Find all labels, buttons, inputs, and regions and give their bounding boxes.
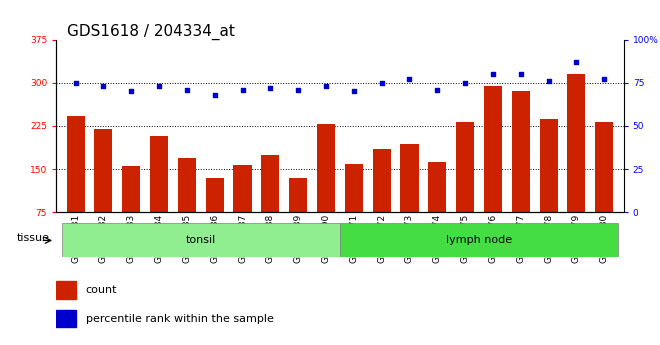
Text: percentile rank within the sample: percentile rank within the sample	[86, 314, 274, 324]
Point	[571, 59, 581, 65]
Point	[126, 89, 137, 94]
Point	[265, 85, 276, 91]
Point	[348, 89, 359, 94]
Bar	[484, 86, 502, 255]
Point	[182, 87, 192, 92]
Bar	[568, 74, 585, 255]
Bar	[261, 155, 279, 255]
Bar	[56, 310, 76, 327]
Point	[404, 77, 414, 82]
Bar	[345, 165, 363, 255]
Bar	[512, 91, 530, 255]
Bar	[56, 281, 76, 299]
Point	[154, 83, 164, 89]
Point	[515, 71, 526, 77]
Point	[599, 77, 609, 82]
Point	[237, 87, 248, 92]
Point	[432, 87, 443, 92]
Point	[71, 80, 81, 86]
Point	[293, 87, 304, 92]
Bar	[340, 223, 618, 257]
Point	[376, 80, 387, 86]
Bar	[94, 129, 112, 255]
Bar	[456, 122, 474, 255]
Text: count: count	[86, 285, 117, 295]
Bar	[67, 116, 84, 255]
Bar	[206, 178, 224, 255]
Bar	[178, 158, 196, 255]
Bar	[539, 119, 558, 255]
Point	[488, 71, 498, 77]
Bar	[61, 223, 340, 257]
Text: tissue: tissue	[17, 233, 50, 243]
Point	[321, 83, 331, 89]
Text: lymph node: lymph node	[446, 235, 512, 245]
Bar	[122, 166, 141, 255]
Bar	[428, 162, 446, 255]
Point	[98, 83, 109, 89]
Point	[209, 92, 220, 98]
Bar	[289, 178, 307, 255]
Point	[543, 78, 554, 84]
Text: tonsil: tonsil	[185, 235, 216, 245]
Point	[460, 80, 471, 86]
Bar	[373, 149, 391, 255]
Bar	[150, 136, 168, 255]
Text: GDS1618 / 204334_at: GDS1618 / 204334_at	[67, 23, 236, 40]
Bar	[595, 122, 613, 255]
Bar	[317, 124, 335, 255]
Bar	[401, 144, 418, 255]
Bar	[234, 165, 251, 255]
